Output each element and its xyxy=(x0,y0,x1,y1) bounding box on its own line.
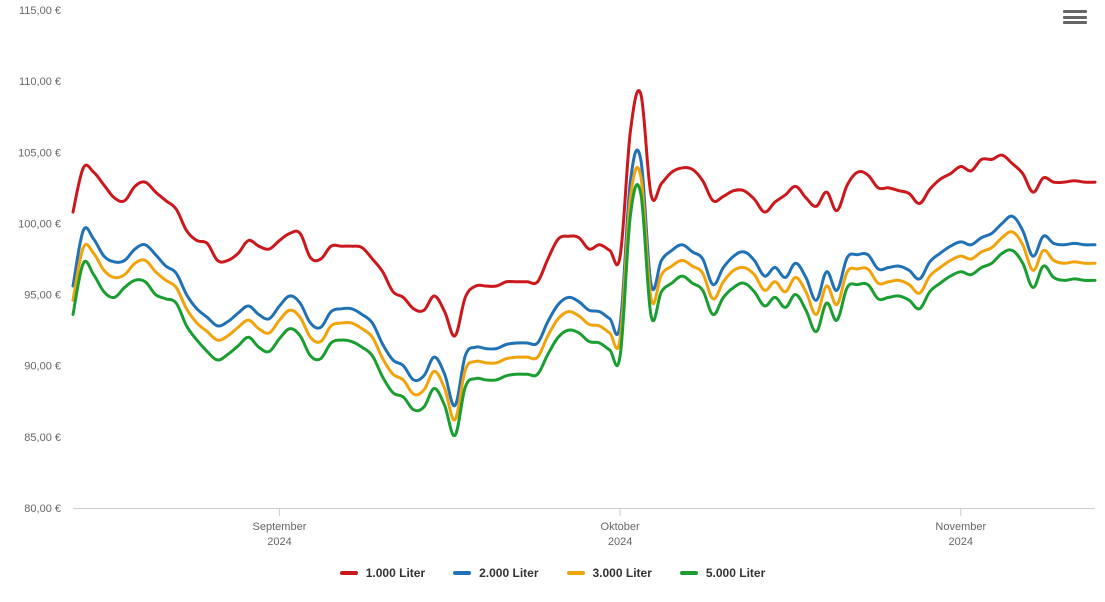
price-chart: 80,00 € 85,00 € 90,00 € 95,00 € 100,00 € 105,… xyxy=(0,0,1105,602)
y-axis-label: 110,00 € xyxy=(19,76,61,88)
x-axis-sublabel: 2024 xyxy=(608,536,632,548)
y-axis-label: 85,00 € xyxy=(24,432,61,444)
legend-label: 2.000 Liter xyxy=(479,566,538,580)
y-axis-label: 90,00 € xyxy=(24,361,61,373)
x-axis-sublabel: 2024 xyxy=(949,536,973,548)
series-line xyxy=(73,167,1095,420)
y-axis-label: 80,00 € xyxy=(24,503,61,515)
legend-label: 5.000 Liter xyxy=(706,566,765,580)
series-line xyxy=(73,150,1095,406)
series-line xyxy=(73,185,1095,436)
x-axis-sublabel: 2024 xyxy=(267,536,291,548)
legend-swatch xyxy=(680,571,698,575)
legend-item[interactable]: 3.000 Liter xyxy=(567,566,652,580)
hamburger-menu-icon[interactable] xyxy=(1063,6,1087,28)
legend-label: 3.000 Liter xyxy=(593,566,652,580)
y-axis-label: 100,00 € xyxy=(18,218,61,230)
y-axis-label: 115,00 € xyxy=(19,5,61,17)
legend-item[interactable]: 2.000 Liter xyxy=(453,566,538,580)
x-axis-label: September xyxy=(253,521,307,533)
x-axis-label: Oktober xyxy=(601,521,640,533)
legend-label: 1.000 Liter xyxy=(366,566,425,580)
legend-item[interactable]: 1.000 Liter xyxy=(340,566,425,580)
chart-plot-area: 80,00 € 85,00 € 90,00 € 95,00 € 100,00 € 105,… xyxy=(0,0,1105,602)
chart-legend: 1.000 Liter 2.000 Liter 3.000 Liter 5.000 L… xyxy=(0,564,1105,580)
legend-swatch xyxy=(453,571,471,575)
legend-swatch xyxy=(340,571,358,575)
series-line xyxy=(73,91,1095,336)
y-axis-label: 95,00 € xyxy=(24,290,61,302)
y-axis-label: 105,00 € xyxy=(18,147,61,159)
legend-item[interactable]: 5.000 Liter xyxy=(680,566,765,580)
x-axis-label: November xyxy=(935,521,986,533)
legend-swatch xyxy=(567,571,585,575)
